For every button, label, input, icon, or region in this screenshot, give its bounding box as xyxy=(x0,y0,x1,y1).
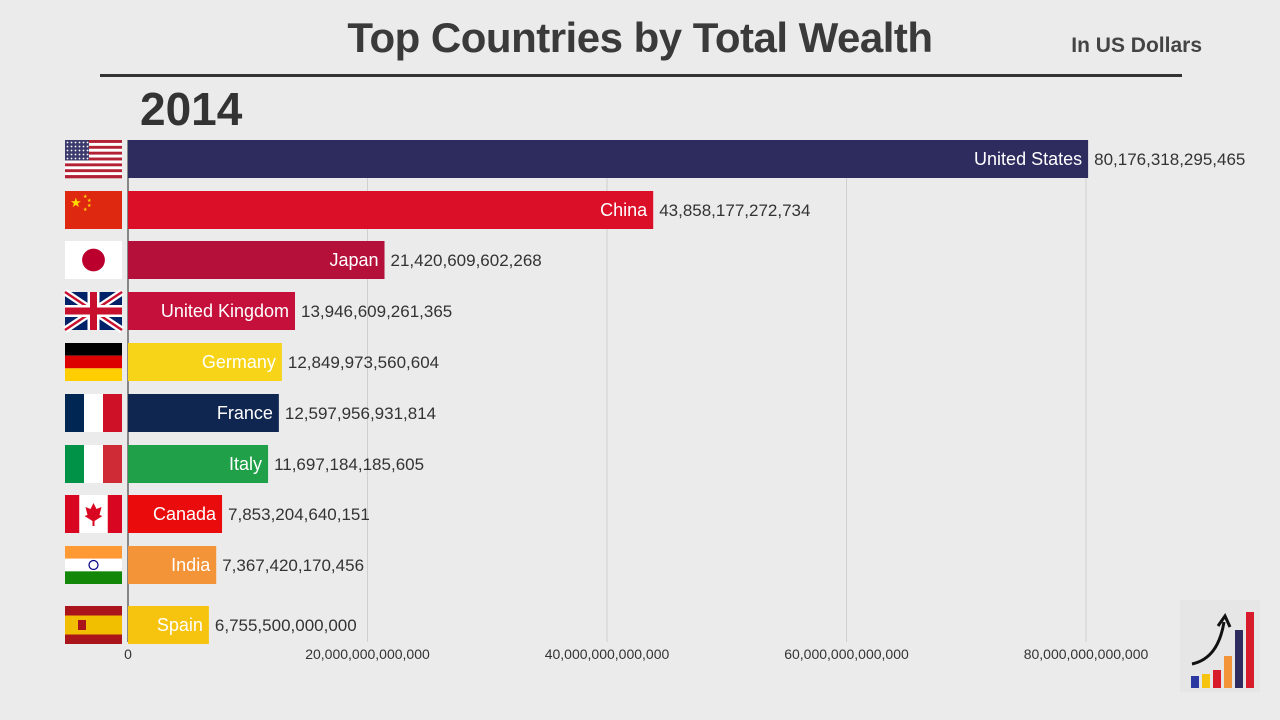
france-flag-icon xyxy=(65,394,122,432)
bar-value-label: 43,858,177,272,734 xyxy=(659,201,810,220)
bar-category-label: Germany xyxy=(202,352,276,372)
bar xyxy=(128,191,654,229)
svg-text:★: ★ xyxy=(83,194,88,200)
bar xyxy=(128,241,385,279)
bar-category-label: India xyxy=(171,555,211,575)
bar-value-label: 80,176,318,295,465 xyxy=(1094,150,1245,169)
bar-value-label: 13,946,609,261,365 xyxy=(301,302,452,321)
germany-flag-icon xyxy=(65,343,122,381)
bar xyxy=(128,292,296,330)
x-tick-label: 0 xyxy=(124,646,132,662)
svg-text:★: ★ xyxy=(83,207,88,213)
year-label: 2014 xyxy=(140,83,243,135)
bar-value-label: 7,853,204,640,151 xyxy=(228,505,370,524)
bar xyxy=(128,546,217,584)
svg-text:★: ★ xyxy=(87,198,92,204)
bar xyxy=(128,606,209,644)
bar-category-label: Italy xyxy=(229,454,262,474)
japan-flag-icon xyxy=(65,241,122,279)
bar xyxy=(128,394,279,432)
india-flag-icon xyxy=(65,546,122,584)
bar-category-label: Japan xyxy=(329,250,378,270)
bar-category-label: Spain xyxy=(157,615,203,635)
bar xyxy=(128,140,1089,178)
svg-text:★: ★ xyxy=(70,196,82,211)
bar-value-label: 21,420,609,602,268 xyxy=(391,251,542,270)
x-tick-label: 60,000,000,000,000 xyxy=(784,646,909,662)
bar-value-label: 11,697,184,185,605 xyxy=(274,455,424,474)
bar xyxy=(128,495,223,533)
china-flag-icon: ★ ★★★★ xyxy=(65,191,122,229)
chart-title: Top Countries by Total Wealth xyxy=(347,14,933,61)
chart-unit-label: In US Dollars xyxy=(1071,34,1202,57)
x-tick-label: 40,000,000,000,000 xyxy=(545,646,670,662)
bar xyxy=(128,445,269,483)
bar-value-label: 12,597,956,931,814 xyxy=(285,404,436,423)
x-tick-label: 80,000,000,000,000 xyxy=(1024,646,1149,662)
uk-flag-icon xyxy=(63,289,124,333)
bar-value-label: 7,367,420,170,456 xyxy=(222,556,364,575)
bar xyxy=(128,343,282,381)
title-divider xyxy=(100,74,1182,77)
bar-category-label: United Kingdom xyxy=(161,301,289,321)
bar-value-label: 12,849,973,560,604 xyxy=(288,353,439,372)
bar-category-label: France xyxy=(217,403,273,423)
svg-text:★: ★ xyxy=(87,203,92,209)
canada-flag-icon xyxy=(65,495,122,533)
bar-value-label: 6,755,500,000,000 xyxy=(215,616,357,635)
bar-category-label: China xyxy=(600,200,648,220)
spain-flag-icon xyxy=(65,606,122,644)
us-flag-icon xyxy=(65,140,122,179)
x-tick-label: 20,000,000,000,000 xyxy=(305,646,430,662)
channel-logo-icon xyxy=(1180,600,1260,692)
bar-category-label: Canada xyxy=(153,504,217,524)
bar-category-label: United States xyxy=(974,149,1082,169)
italy-flag-icon xyxy=(65,445,122,483)
